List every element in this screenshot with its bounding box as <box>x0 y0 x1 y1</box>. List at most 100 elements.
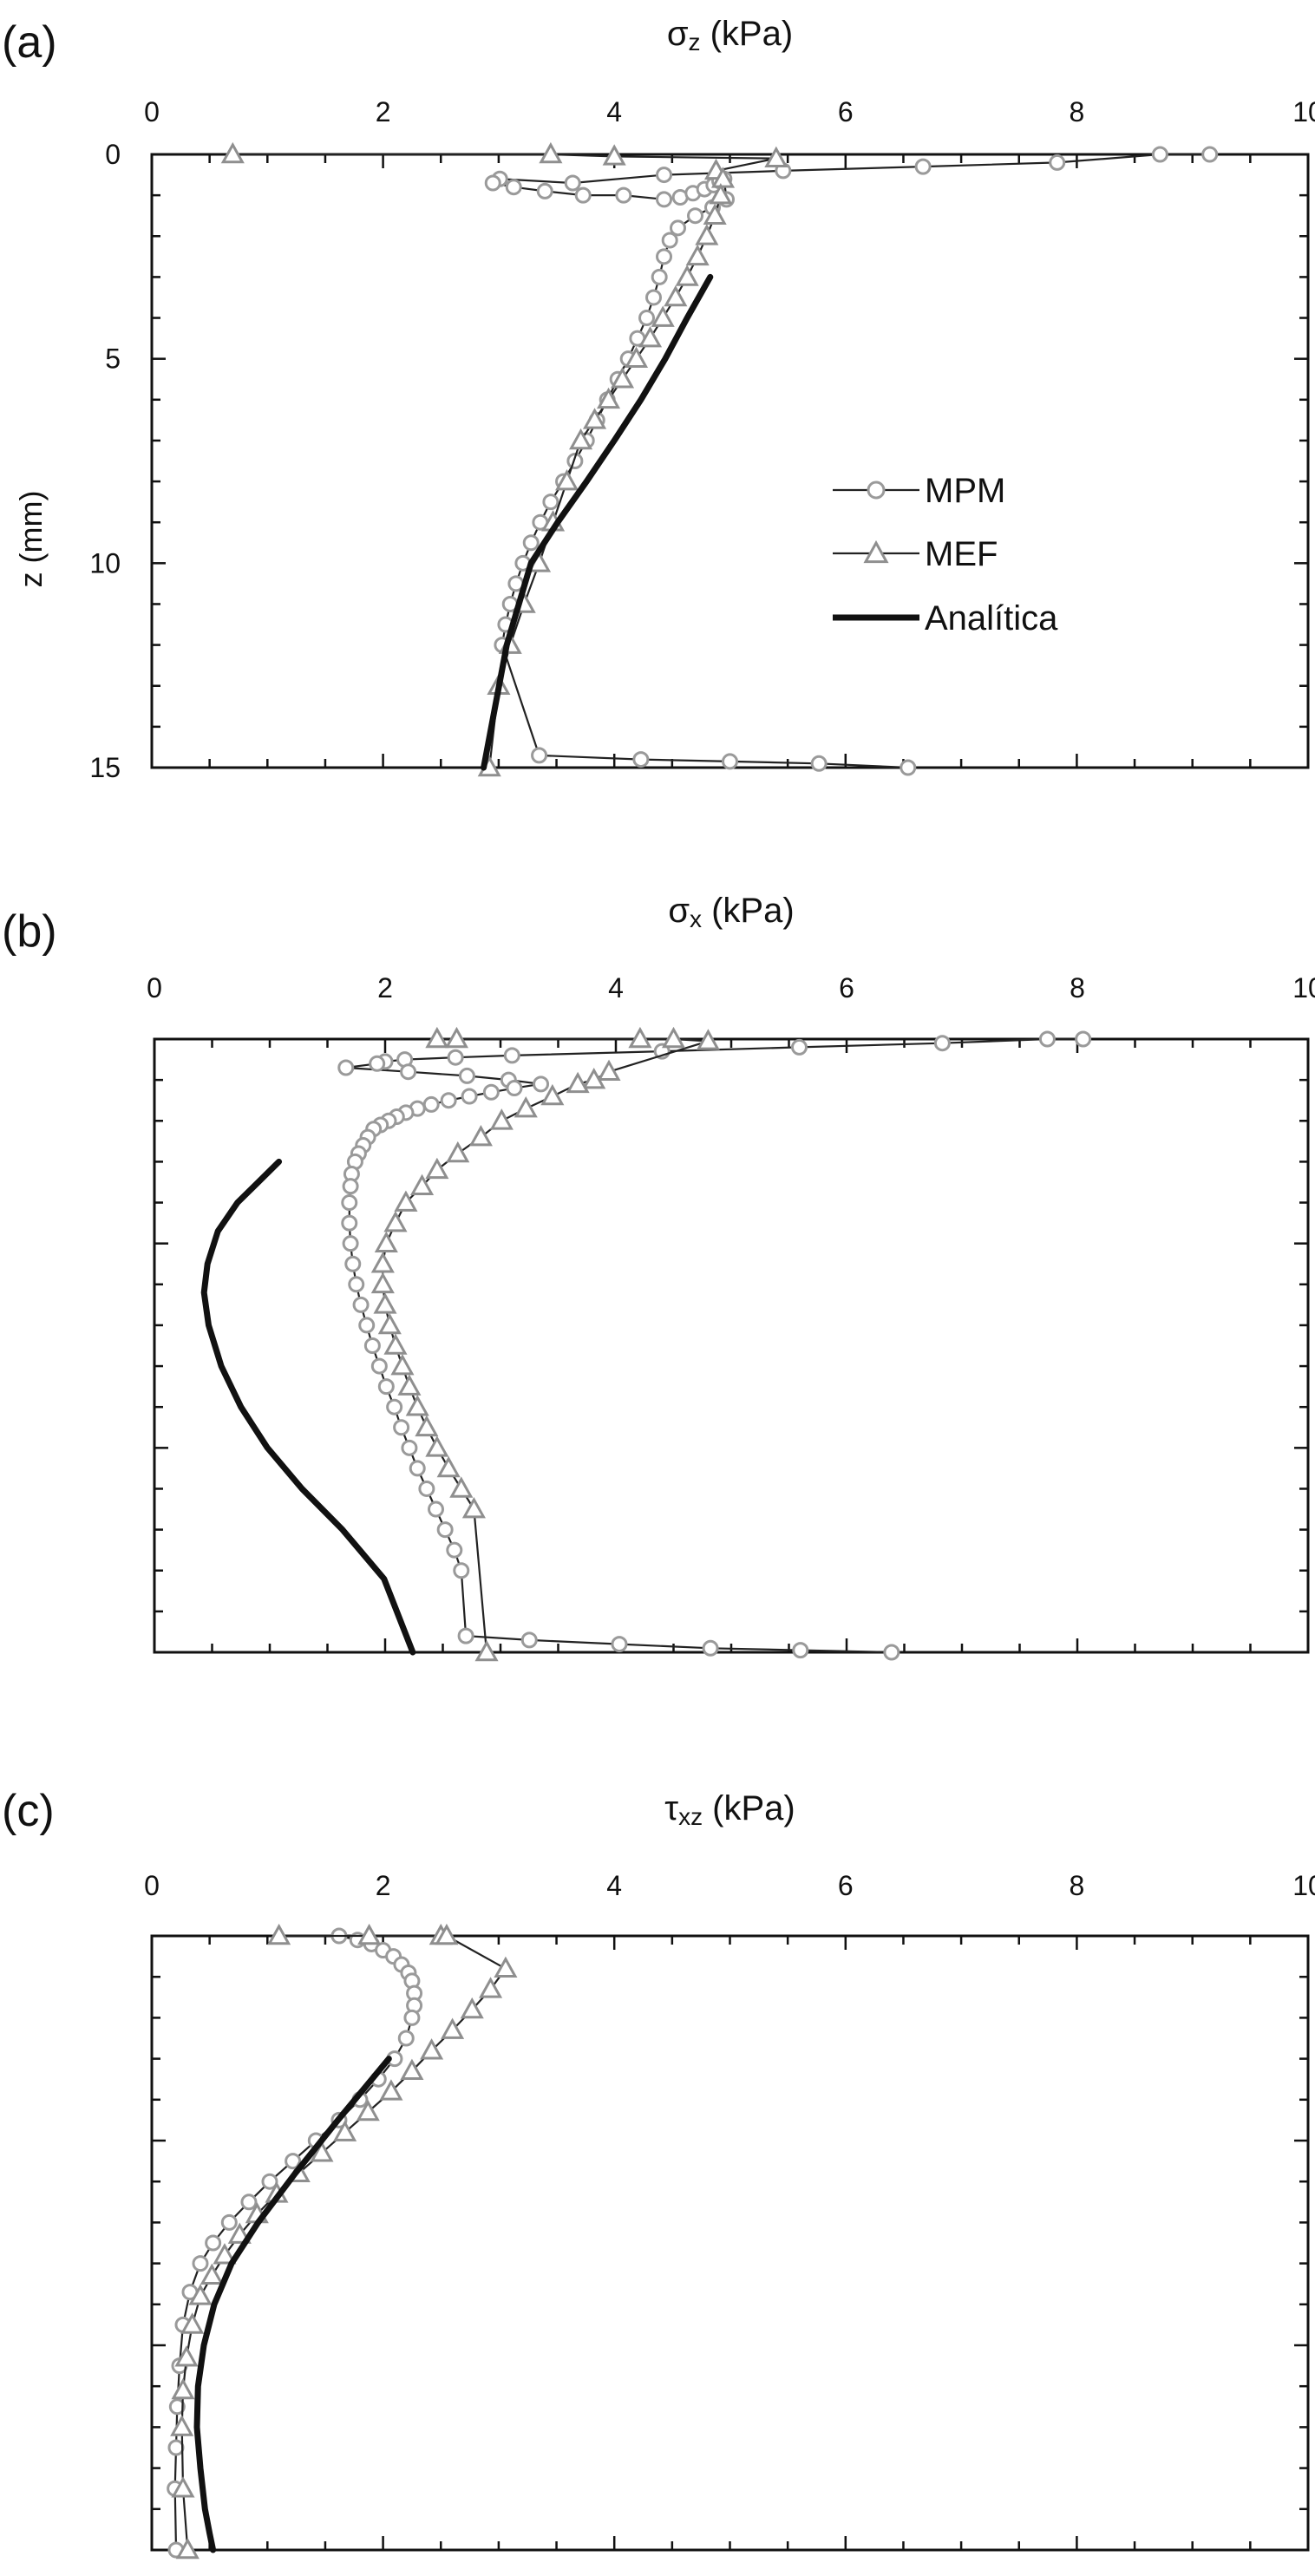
mpm-point <box>632 751 650 768</box>
mef-point <box>709 183 733 205</box>
mpm-point <box>167 2439 185 2456</box>
mef-point <box>175 2537 200 2560</box>
mpm-point <box>397 2030 415 2047</box>
mef-point <box>213 2243 237 2265</box>
mef-point <box>410 1174 435 1195</box>
series-mef <box>370 1026 720 1662</box>
mef-point <box>460 1997 484 2019</box>
mpm-point <box>914 158 932 175</box>
series-line-mef <box>232 153 777 768</box>
mef-point <box>638 326 663 348</box>
mef-point <box>624 346 649 368</box>
mef-point <box>628 1026 652 1049</box>
mpm-point <box>656 191 673 208</box>
x-axis-subscript: xz <box>678 1803 703 1830</box>
chart-panel-1: (a) σz (kPa) z (mm) 0 2 4 6 8 10 0 5 10 15 MPM MEF Anal… <box>2 15 1315 783</box>
mpm-point <box>348 1276 365 1293</box>
mef-point <box>596 387 621 409</box>
mpm-point <box>458 1067 475 1084</box>
mpm-point <box>638 310 656 327</box>
mef-point <box>582 408 607 429</box>
mef-point <box>685 244 710 266</box>
mpm-point <box>611 1636 628 1653</box>
mpm-point <box>344 1255 362 1272</box>
series-mpm <box>167 1927 423 2559</box>
mpm-point <box>702 1639 719 1657</box>
mpm-point <box>533 1076 550 1093</box>
mpm-point <box>461 1088 478 1105</box>
series-analítica <box>200 1158 416 1656</box>
mef-point <box>696 1029 720 1050</box>
series-line-mpm <box>345 1037 1083 1654</box>
mef-point <box>474 1639 499 1662</box>
mpm-point <box>337 1059 355 1076</box>
x-tick-label: 4 <box>606 1870 622 1901</box>
x-tick-label: 2 <box>376 96 391 127</box>
x-tick-label: 2 <box>377 972 393 1004</box>
mef-point <box>171 2377 195 2400</box>
mef-point <box>494 1956 518 1978</box>
mpm-point <box>722 753 738 770</box>
mef-point <box>540 1083 565 1106</box>
x-tick-label: 6 <box>838 96 854 127</box>
mef-point <box>582 1068 606 1089</box>
mpm-point <box>506 1080 523 1097</box>
plot-frame <box>153 1037 1310 1654</box>
mpm-point <box>192 2255 209 2272</box>
mef-point <box>764 146 788 168</box>
mpm-point <box>810 755 828 772</box>
y-tick-label: 15 <box>89 752 121 783</box>
series-mpm <box>337 1030 1092 1661</box>
mpm-point <box>220 2213 238 2231</box>
mpm-point <box>403 2009 421 2026</box>
series-mef <box>170 1923 518 2560</box>
x-tick-label: 10 <box>1292 96 1315 127</box>
mef-point <box>675 265 699 286</box>
mef-point <box>379 2079 403 2101</box>
mpm-point <box>661 232 678 249</box>
mef-point <box>370 1272 395 1294</box>
mef-point <box>436 1455 461 1478</box>
mpm-point <box>377 1378 395 1396</box>
mef-point <box>383 1211 408 1232</box>
legend-marker-mpm <box>867 481 886 500</box>
mpm-point <box>400 1063 417 1081</box>
x-axis-unit: (kPa) <box>703 1789 795 1827</box>
mpm-point <box>168 2398 186 2416</box>
mpm-point <box>574 186 592 204</box>
mef-point <box>425 1435 449 1457</box>
mef-point <box>602 144 626 166</box>
x-tick-label: 10 <box>1292 972 1315 1004</box>
mpm-point <box>503 1047 520 1064</box>
mef-point <box>267 1923 291 1945</box>
legend-marker-mef <box>863 539 889 564</box>
x-axis-subscript: z <box>689 29 701 56</box>
mpm-point <box>645 289 663 306</box>
y-tick-label: 5 <box>105 343 121 375</box>
mpm-point <box>358 1317 376 1334</box>
x-axis-symbol: σ <box>667 15 689 53</box>
mpm-point <box>205 2234 222 2252</box>
mpm-point <box>440 1092 457 1109</box>
mpm-point <box>651 268 668 285</box>
mef-point <box>400 2058 424 2081</box>
mpm-point <box>687 207 704 225</box>
x-tick-label: 6 <box>838 1870 854 1901</box>
mef-point <box>449 1476 474 1498</box>
mpm-point <box>369 1055 386 1072</box>
mef-point <box>664 284 688 307</box>
series-analítica <box>481 273 714 771</box>
y-tick-label: 10 <box>89 547 121 579</box>
x-axis-symbol: τ <box>664 1789 678 1827</box>
mef-point <box>539 141 563 164</box>
mef-point <box>446 1141 470 1163</box>
x-axis-symbol: σ <box>668 892 690 930</box>
mpm-point <box>536 182 553 199</box>
mef-point <box>695 224 719 245</box>
mef-point <box>566 1071 590 1094</box>
mpm-point <box>792 1642 809 1659</box>
mef-point <box>514 1096 538 1118</box>
mpm-point <box>342 1235 359 1252</box>
mpm-point <box>363 1337 381 1354</box>
